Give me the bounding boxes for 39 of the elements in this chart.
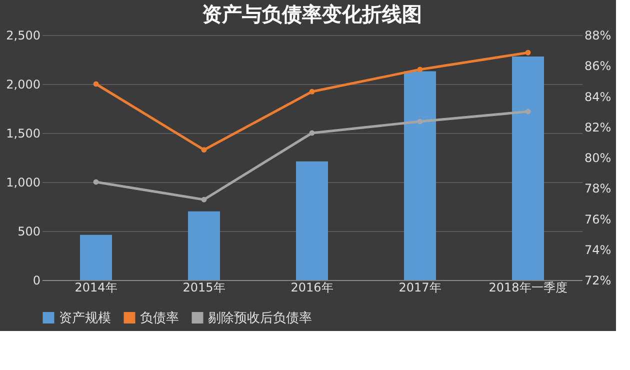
bar — [80, 234, 112, 280]
chart-title: 资产与负债率变化折线图 — [202, 2, 422, 26]
bar — [296, 161, 328, 280]
y-tick-label: 2,000 — [6, 78, 40, 92]
y2-tick-label: 82% — [584, 120, 612, 134]
point — [93, 179, 99, 185]
x-tick-label: 2014年 — [74, 280, 118, 294]
point — [417, 118, 423, 124]
legend-label: 剔除预收后负债率 — [208, 310, 312, 326]
point — [93, 81, 99, 87]
x-tick-label: 2015年 — [182, 280, 226, 294]
point — [309, 130, 315, 136]
y-tick-label: 1,500 — [6, 126, 40, 140]
legend-label: 负债率 — [140, 310, 179, 326]
legend-label: 资产规模 — [59, 310, 111, 326]
point — [201, 147, 207, 153]
point — [525, 108, 531, 114]
y2-tick-label: 74% — [584, 242, 612, 257]
y-tick-label: 2,500 — [6, 28, 40, 42]
point — [309, 88, 315, 94]
y2-tick-label: 80% — [584, 151, 612, 165]
bar — [404, 71, 436, 280]
point — [525, 50, 531, 56]
x-tick-label: 2018年一季度 — [488, 280, 568, 294]
bar — [188, 211, 220, 280]
y2-tick-label: 84% — [584, 90, 612, 104]
y-tick-label: 500 — [18, 224, 40, 238]
y2-tick-label: 88% — [584, 28, 612, 42]
y-tick-label: 0 — [32, 274, 40, 288]
point — [417, 66, 423, 72]
y2-tick-label: 72% — [584, 274, 612, 288]
point — [201, 196, 207, 202]
x-tick-label: 2016年 — [290, 280, 334, 294]
y2-tick-label: 86% — [584, 59, 612, 74]
x-tick-label: 2017年 — [398, 280, 442, 294]
y2-tick-label: 76% — [584, 212, 612, 226]
bar — [512, 56, 544, 280]
y2-tick-label: 78% — [584, 182, 612, 196]
y-tick-label: 1,000 — [6, 176, 40, 190]
